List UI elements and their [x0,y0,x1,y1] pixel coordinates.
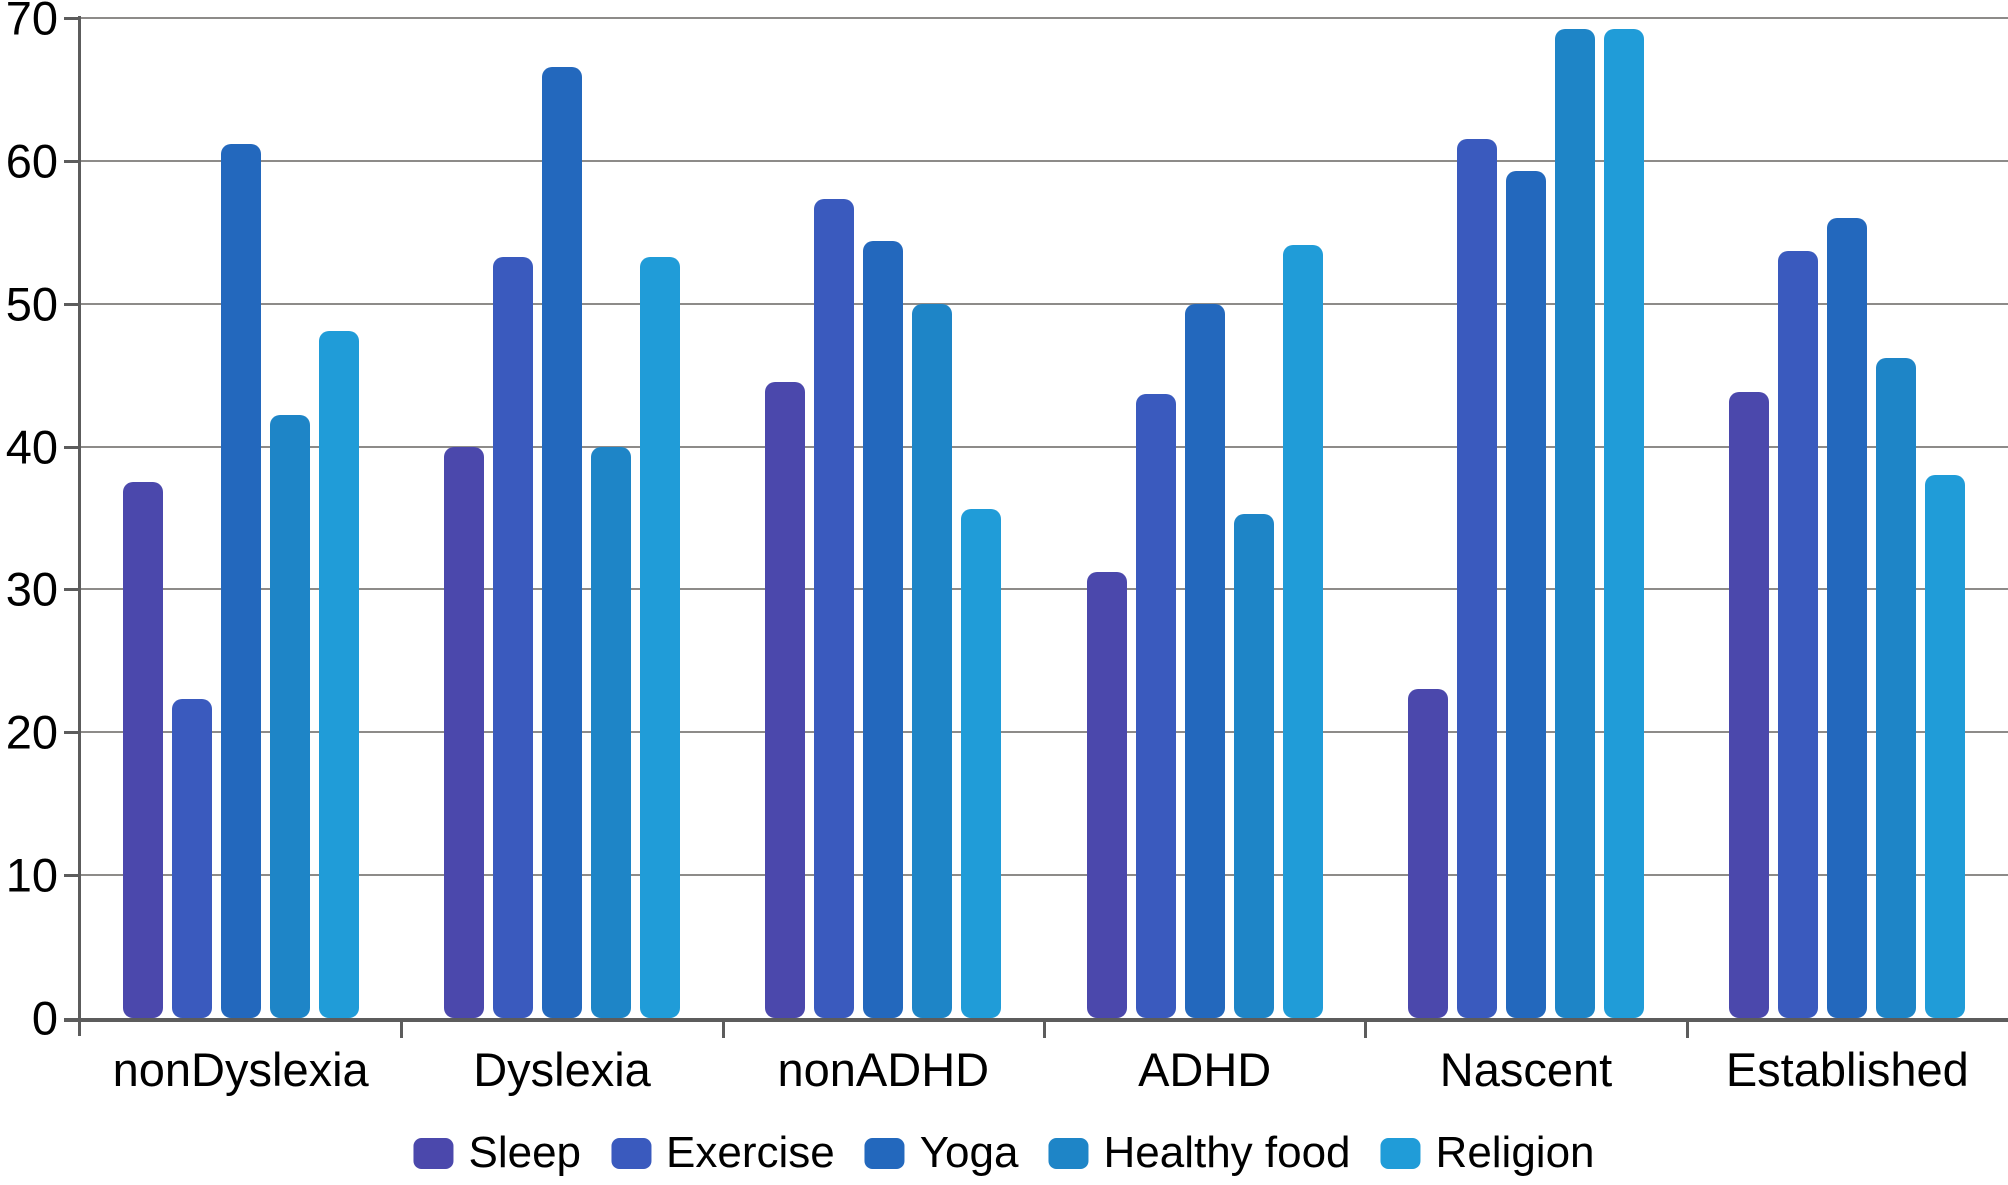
bar-healthy-food-Established [1876,358,1917,1018]
legend-label: Yoga [919,1128,1019,1177]
legend-item-religion: Religion [1380,1128,1595,1178]
x-axis-label-Nascent: Nascent [1439,1043,1613,1096]
bar-group-ADHD [1044,18,1365,1018]
y-axis-label-10: 10 [5,848,58,902]
y-axis-label-30: 30 [5,562,58,616]
bar-exercise-ADHD [1135,393,1176,1018]
legend-label: Exercise [666,1128,835,1177]
gridline-50 [80,302,2008,305]
x-axis-line [64,1018,2008,1022]
bar-healthy-food-Dyslexia [590,446,631,1018]
legend-item-healthy-food: Healthy food [1048,1128,1351,1178]
bar-religion-ADHD [1282,245,1323,1018]
bar-yoga-nonADHD [863,240,904,1018]
bar-group-Established [1687,18,2008,1018]
legend-swatch-yoga [864,1137,905,1169]
bar-yoga-Established [1827,218,1868,1018]
x-axis-label-nonDyslexia: nonDyslexia [112,1043,369,1096]
legend-item-sleep: Sleep [413,1128,581,1178]
legend: Sleep Exercise Yoga Healthy food Religion [413,1128,1595,1178]
x-axis-label-Dyslexia: Dyslexia [473,1043,651,1096]
bar-religion-nonADHD [961,509,1002,1018]
bar-yoga-nonDyslexia [220,143,261,1018]
bar-exercise-Established [1778,250,1819,1018]
y-axis-tick-30 [64,588,80,592]
bar-religion-Nascent [1603,29,1644,1018]
x-axis-labels: nonDyslexia Dyslexia nonADHD ADHD Nascent Est… [80,1042,2008,1102]
bar-healthy-food-Nascent [1554,29,1595,1018]
bar-exercise-nonADHD [814,199,855,1018]
gridline-70 [80,17,2008,19]
gridline-40 [80,445,2008,448]
y-axis-line [78,16,81,1036]
y-axis-tick-20 [64,731,80,735]
bar-religion-Dyslexia [639,256,680,1018]
y-axis-tick-40 [64,445,80,449]
gridline-20 [80,731,2008,734]
bar-sleep-nonADHD [765,382,806,1018]
x-axis-tick-5 [1685,1022,1689,1038]
x-axis-label-Established: Established [1725,1043,1969,1096]
legend-item-exercise: Exercise [611,1128,835,1178]
bar-healthy-food-ADHD [1233,513,1274,1018]
bar-healthy-food-nonADHD [912,303,953,1018]
bar-group-Nascent [1365,18,1686,1018]
bar-group-nonADHD [723,18,1044,1018]
legend-swatch-exercise [611,1137,652,1169]
gridline-60 [80,159,2008,162]
bar-sleep-Dyslexia [443,446,484,1018]
legend-swatch-healthy-food [1048,1137,1089,1169]
bar-healthy-food-nonDyslexia [269,415,310,1018]
bar-religion-Established [1925,475,1966,1018]
legend-label: Sleep [468,1128,582,1177]
bar-sleep-nonDyslexia [122,482,163,1018]
bar-yoga-Dyslexia [541,66,582,1018]
bar-yoga-ADHD [1184,303,1225,1018]
x-axis-tick-4 [1364,1022,1368,1038]
bar-exercise-Nascent [1456,139,1497,1018]
x-axis-label-ADHD: ADHD [1138,1043,1272,1096]
y-axis-tick-10 [64,874,80,878]
y-axis-label-50: 50 [5,277,58,331]
bar-religion-nonDyslexia [318,330,359,1018]
y-axis-tick-70 [64,17,80,20]
x-axis-label-nonADHD: nonADHD [777,1043,990,1096]
y-axis-label-40: 40 [5,420,58,474]
y-axis-label-60: 60 [5,134,58,188]
bar-sleep-Established [1729,392,1770,1018]
gridline-10 [80,874,2008,877]
bar-sleep-Nascent [1407,689,1448,1018]
legend-label: Healthy food [1103,1128,1351,1177]
legend-swatch-religion [1380,1137,1421,1169]
y-axis-label-0: 0 [31,991,58,1045]
bar-group-Dyslexia [401,18,722,1018]
legend-swatch-sleep [413,1137,454,1169]
x-axis-tick-2 [721,1022,725,1038]
x-axis-tick-3 [1043,1022,1046,1038]
legend-label: Religion [1435,1128,1595,1177]
y-axis-label-70: 70 [5,0,58,45]
y-axis-label-20: 20 [5,705,58,759]
legend-item-yoga: Yoga [864,1128,1019,1178]
x-axis-tick-1 [400,1022,404,1038]
bar-exercise-nonDyslexia [171,699,212,1018]
gridline-30 [80,588,2008,591]
y-axis-tick-50 [64,302,80,306]
bar-sleep-ADHD [1086,572,1127,1018]
plot-area [80,17,2008,1018]
bar-exercise-Dyslexia [492,256,533,1018]
bar-yoga-Nascent [1505,170,1546,1018]
bar-group-nonDyslexia [80,18,401,1018]
y-axis-tick-60 [64,159,80,163]
